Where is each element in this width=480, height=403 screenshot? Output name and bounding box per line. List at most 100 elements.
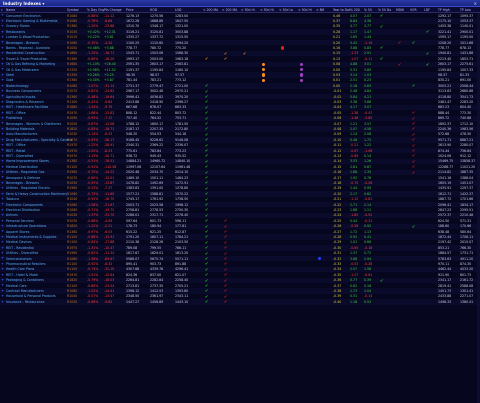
expand-icon[interactable]: + bbox=[1, 229, 5, 234]
expand-icon[interactable]: + bbox=[1, 110, 5, 115]
expand-icon[interactable]: + bbox=[1, 169, 5, 174]
expand-icon[interactable]: + bbox=[1, 196, 5, 201]
column-header-pct_day[interactable]: % Day Chg bbox=[87, 7, 105, 12]
expand-icon[interactable]: + bbox=[1, 121, 5, 126]
expand-icon[interactable]: + bbox=[1, 34, 5, 39]
table-row[interactable]: + Travel & Travel Production R1380 -0.80% -1… bbox=[0, 56, 480, 61]
expand-icon[interactable]: + bbox=[1, 137, 5, 142]
table-row[interactable]: + Electronic Gaming & Multimedia R1080 -0.7… bbox=[0, 18, 480, 24]
table-row[interactable]: + Airlines R1030 -1.37% -31.70 2286.01 2317.71… bbox=[0, 212, 480, 219]
table-row[interactable]: + Health Care Plans R1100 -0.74% -32.10 4307.… bbox=[0, 266, 480, 273]
table-row[interactable]: + Auto Manufacturers R1030 -1.14% -6.33 548.2… bbox=[0, 132, 480, 137]
column-header-ytd[interactable]: Year to Dat bbox=[333, 7, 351, 12]
column-header-high[interactable]: TP High bbox=[438, 7, 450, 12]
column-header-ldf[interactable]: LDF bbox=[424, 7, 430, 12]
table-row[interactable]: + Oil & Gas Refining & Marketing R1680 +1.1… bbox=[0, 61, 480, 67]
table-row[interactable]: + Restaurants R1030 +0.42% +12.31 3116.21 3120… bbox=[0, 29, 480, 35]
table-row[interactable]: + Apparel Stores R1380 -0.97% -6.03 615.22 621… bbox=[0, 229, 480, 234]
expand-icon[interactable]: + bbox=[1, 45, 5, 50]
expand-icon[interactable]: + bbox=[1, 288, 5, 293]
expand-icon[interactable]: + bbox=[1, 24, 5, 29]
column-header-c6[interactable]: < 50d Hi bbox=[298, 7, 312, 12]
expand-icon[interactable]: + bbox=[1, 142, 5, 147]
expand-icon[interactable]: + bbox=[1, 78, 5, 83]
expand-icon[interactable]: + bbox=[1, 299, 5, 304]
column-header-lod[interactable]: LOD bbox=[175, 7, 182, 12]
table-row[interactable]: + Farm & Heavy Construction Machinery R106… bbox=[0, 191, 480, 197]
table-row[interactable]: + Business Components R1070 -0.82% -24.62 298… bbox=[0, 89, 480, 94]
column-header-pct200[interactable]: % 200 bbox=[350, 7, 360, 12]
table-row[interactable]: + Building Materials R1820 -0.85% -18.71 2187… bbox=[0, 126, 480, 132]
table-row[interactable]: + Electronic Components R1080 -1.08% -21.87 2… bbox=[0, 202, 480, 208]
column-header-c7[interactable]: < 8M bbox=[316, 7, 325, 12]
table-row[interactable]: + Biotechnology R1080 -1.07% -31.14 2731.37 27… bbox=[0, 83, 480, 89]
table-row[interactable]: + Agricultural Inputs R1360 -0.48% -19.64 399… bbox=[0, 94, 480, 100]
column-header-mdw[interactable]: MDW bbox=[396, 7, 405, 12]
expand-icon[interactable]: + bbox=[1, 245, 5, 250]
table-row[interactable]: + Infrastructure Operations R1820 -1.22% -2.… bbox=[0, 223, 480, 229]
table-row[interactable]: + Semiconductors R1080 -1.58% -89.67 5586.07 5… bbox=[0, 256, 480, 262]
close-icon[interactable]: × bbox=[473, 0, 477, 6]
table-row[interactable]: + Drug Manufacturers - Specialty & Generi… bbox=[0, 137, 480, 143]
expand-icon[interactable]: + bbox=[1, 115, 5, 120]
column-header-symbol[interactable]: Symbol bbox=[67, 7, 79, 12]
column-header-c1[interactable]: < 200 MA bbox=[203, 7, 219, 12]
table-row[interactable]: + REIT - Diversified R1970 -1.13% -10.71 938.… bbox=[0, 153, 480, 158]
table-row[interactable]: + Contract Manufacturers R1080 -1.02% -14.41… bbox=[0, 288, 480, 294]
table-row[interactable]: + REIT - Retail R1970 -1.05% -8.23 775.61 783.… bbox=[0, 148, 480, 154]
expand-icon[interactable]: + bbox=[1, 180, 5, 185]
table-row[interactable]: + Consumer Electronics R1080 -0.88% -11.12 12… bbox=[0, 13, 480, 18]
expand-icon[interactable]: + bbox=[1, 13, 5, 18]
table-row[interactable]: + Utilities - Regulated Electric R1960 -0.5… bbox=[0, 186, 480, 191]
table-row[interactable]: + Pharmaceutical Retailers R1100 -0.92% -8.3… bbox=[0, 261, 480, 266]
expand-icon[interactable]: + bbox=[1, 67, 5, 72]
table-row[interactable]: + Home Improvement Stores R1380 -0.51% -76.5… bbox=[0, 158, 480, 165]
table-row[interactable]: + Insurance - Reinsurance R1050 -0.66% -9.62… bbox=[0, 299, 480, 305]
column-header-hod[interactable]: HOD bbox=[150, 7, 158, 12]
expand-icon[interactable]: + bbox=[1, 256, 5, 261]
column-header-c5[interactable]: < 50d Lo bbox=[279, 7, 294, 12]
table-row[interactable]: + Packaging & Containers R1820 -0.79% -18.03… bbox=[0, 277, 480, 283]
expand-icon[interactable]: + bbox=[1, 56, 5, 61]
table-row[interactable]: + Medical Distribution R1100 -0.91% -110.58 1… bbox=[0, 164, 480, 169]
column-header-c3[interactable]: > 50d Hi bbox=[241, 7, 255, 12]
column-header-hd[interactable]: % 50 Do bbox=[378, 7, 392, 12]
expand-icon[interactable]: + bbox=[1, 88, 5, 93]
expand-icon[interactable]: + bbox=[1, 207, 5, 212]
table-row[interactable]: + Personal Services R1030 -0.68% -4.09 597.64… bbox=[0, 218, 480, 223]
table-row[interactable]: + Beverages - Wineries & Distilleries R105… bbox=[0, 121, 480, 126]
expand-icon[interactable]: + bbox=[1, 186, 5, 191]
expand-icon[interactable]: + bbox=[1, 294, 5, 299]
expand-icon[interactable]: + bbox=[1, 159, 5, 164]
table-row[interactable]: + Steel R1350 +0.26% +0.25 98.30 98.57 97.57 0.0… bbox=[0, 72, 480, 78]
expand-icon[interactable]: + bbox=[1, 72, 5, 77]
expand-icon[interactable]: + bbox=[1, 277, 5, 282]
table-row[interactable]: + Residential Construction R1880 -1.20% -18.… bbox=[0, 50, 480, 57]
expand-icon[interactable]: + bbox=[1, 175, 5, 180]
table-row[interactable]: + Utilities - Diversified R1960 -0.62% -11.3… bbox=[0, 251, 480, 256]
expand-icon[interactable]: + bbox=[1, 18, 5, 23]
table-row[interactable]: + Banks - Regional - Australia R1050 +0.48%… bbox=[0, 45, 480, 50]
expand-icon[interactable]: + bbox=[1, 283, 5, 288]
table-row[interactable]: + Household & Personal Products R1040 -0.57… bbox=[0, 294, 480, 299]
expand-icon[interactable]: + bbox=[1, 218, 5, 223]
expand-icon[interactable]: + bbox=[1, 267, 5, 272]
table-row[interactable]: + Publishing R1090 -0.93% -7.12 757.40 764.52 7… bbox=[0, 115, 480, 121]
table-row[interactable]: + Medical Instruments & Supplies R1100 -0.8… bbox=[0, 234, 480, 240]
column-header-vor[interactable]: VOR bbox=[410, 7, 417, 12]
expand-icon[interactable]: + bbox=[1, 51, 5, 56]
expand-icon[interactable]: + bbox=[1, 148, 5, 153]
table-row[interactable]: + REIT - Office R1970 -1.22% -28.91 2340.31 23… bbox=[0, 143, 480, 148]
table-row[interactable]: + Electrical Distribution R1080 -0.71% -19.7… bbox=[0, 207, 480, 212]
expand-icon[interactable]: + bbox=[1, 191, 5, 196]
vertical-scrollbar[interactable] bbox=[477, 13, 480, 403]
column-header-c2[interactable]: > 200 MA bbox=[222, 7, 238, 12]
expand-icon[interactable]: + bbox=[1, 105, 5, 110]
column-header-low[interactable]: TP Low bbox=[460, 7, 471, 12]
table-row[interactable]: + Beverages - Brewers R1060 -0.35% -4.20 1100… bbox=[0, 40, 480, 46]
table-row[interactable]: + Gold R1380 +0.40% +3.87 781.44 783.21 773.12 0… bbox=[0, 78, 480, 83]
table-row[interactable]: + Grocery Stores R1380 -1.20% -23.88 1310.70 1… bbox=[0, 24, 480, 29]
table-row[interactable]: + Medical Devices R1100 -0.84% -17.88 2110.38… bbox=[0, 240, 480, 245]
expand-icon[interactable]: + bbox=[1, 61, 5, 66]
column-header-c4[interactable]: < 50d Hi bbox=[260, 7, 274, 12]
